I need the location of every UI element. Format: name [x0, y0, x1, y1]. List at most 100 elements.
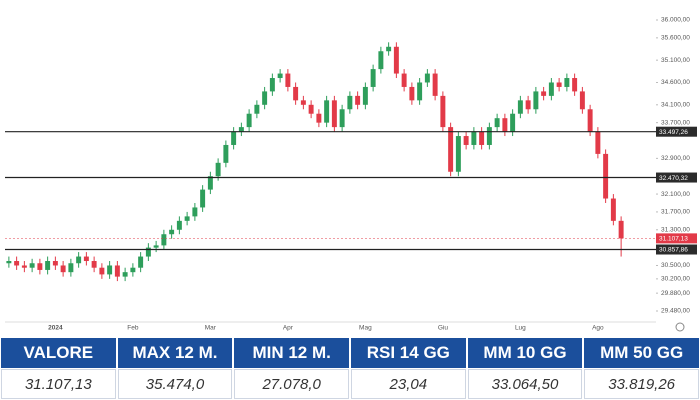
- candle-body: [409, 86, 415, 101]
- candle-body: [331, 100, 337, 128]
- candle-body: [207, 176, 213, 190]
- candle-body: [21, 265, 27, 268]
- x-tick-label: Mar: [205, 325, 217, 332]
- y-tick-label: 34.100,00: [661, 102, 690, 109]
- candle-body: [153, 245, 159, 248]
- candle-body: [215, 162, 221, 177]
- candle-body: [610, 198, 616, 221]
- candle-body: [262, 91, 268, 105]
- candle-body: [370, 69, 376, 87]
- candle-body: [91, 261, 97, 268]
- candle-body: [308, 104, 314, 114]
- y-tick-label: 33.700,00: [661, 119, 690, 126]
- candle-body: [525, 100, 531, 110]
- candle-body: [548, 82, 554, 96]
- y-tick-label: 30.500,00: [661, 262, 690, 269]
- candle-body: [386, 46, 392, 52]
- x-tick-label: Mag: [359, 325, 372, 332]
- candle-body: [246, 113, 252, 128]
- candle-body: [68, 263, 74, 273]
- candle-body: [269, 78, 275, 92]
- x-tick-label: Feb: [127, 325, 139, 332]
- candle-body: [401, 73, 407, 87]
- level-tag: [656, 126, 697, 137]
- candle-body: [347, 95, 353, 110]
- candle-body: [378, 51, 384, 70]
- candle-body: [231, 131, 237, 145]
- x-tick-label: Lug: [515, 325, 526, 332]
- candle-body: [192, 207, 198, 217]
- y-tick-label: 35.100,00: [661, 57, 690, 64]
- table-header: MM 10 GG: [467, 338, 583, 368]
- candle-body: [76, 256, 82, 264]
- candle-body: [176, 220, 182, 230]
- candle-body: [417, 82, 423, 101]
- last-price-tag: [656, 233, 697, 244]
- candle-body: [238, 127, 244, 132]
- candle-body: [533, 91, 539, 110]
- level-label: 32.470,32: [659, 175, 688, 182]
- candle-body: [316, 113, 322, 123]
- candle-body: [618, 220, 624, 239]
- candle-body: [37, 263, 43, 270]
- y-tick-label: 30.200,00: [661, 276, 690, 283]
- y-tick-label: 34.600,00: [661, 79, 690, 86]
- candle-body: [355, 95, 361, 105]
- table-header: VALORE: [1, 338, 116, 368]
- table-header: RSI 14 GG: [351, 338, 466, 368]
- candle-body: [45, 261, 51, 270]
- candle-body: [440, 95, 446, 128]
- candle-body: [564, 78, 570, 87]
- last-price-label: 31.107,13: [659, 236, 688, 243]
- candle-body: [517, 100, 523, 114]
- y-tick-label: 32.100,00: [661, 191, 690, 198]
- candle-body: [479, 131, 485, 145]
- table-header: MIN 12 M.: [234, 338, 349, 368]
- y-tick-label: 36.000,00: [661, 17, 690, 24]
- candle-body: [324, 100, 330, 123]
- x-tick-label: 2024: [48, 325, 63, 332]
- candle-body: [424, 73, 430, 83]
- candle-body: [277, 73, 283, 79]
- candle-body: [603, 153, 609, 199]
- candle-body: [455, 136, 461, 172]
- candle-body: [169, 229, 175, 235]
- candle-body: [83, 256, 89, 262]
- candle-body: [579, 91, 585, 110]
- candle-body: [502, 118, 508, 132]
- table-header: MAX 12 M.: [117, 338, 233, 368]
- candle-body: [339, 109, 345, 128]
- candle-body: [432, 73, 438, 96]
- table-value: 31.107,13: [1, 369, 116, 399]
- x-tick-label: Apr: [283, 325, 294, 332]
- settings-icon[interactable]: [675, 322, 685, 332]
- candle-body: [486, 127, 492, 145]
- table-value: 35.474,0: [117, 369, 233, 399]
- table-value: 33.819,26: [584, 369, 699, 399]
- candle-body: [448, 127, 454, 172]
- candle-body: [587, 109, 593, 132]
- x-tick-label: Ago: [592, 325, 604, 332]
- table-value: 33.064,50: [467, 369, 583, 399]
- candle-body: [29, 263, 35, 268]
- candle-body: [161, 234, 167, 246]
- y-tick-label: 31.700,00: [661, 209, 690, 216]
- y-tick-label: 29.880,00: [661, 290, 690, 297]
- table-value: 23,04: [351, 369, 466, 399]
- candle-body: [285, 73, 291, 87]
- x-tick-label: Giu: [438, 325, 449, 332]
- chart: 36.000,00 35.600,00 35.100,00 34.600,00 34.1…: [5, 17, 697, 332]
- level-label: 33.497,26: [659, 129, 688, 136]
- candle-body: [99, 267, 105, 275]
- y-tick-label: 29.480,00: [661, 308, 690, 315]
- candle-body: [254, 104, 260, 114]
- candle-body: [541, 91, 547, 96]
- level-tag: [656, 172, 697, 183]
- candle-body: [572, 78, 578, 92]
- level-label: 30.857,86: [659, 247, 688, 254]
- candle-body: [107, 265, 113, 275]
- candle-body: [130, 267, 136, 273]
- candle-body: [6, 261, 12, 264]
- candle-body: [293, 86, 299, 101]
